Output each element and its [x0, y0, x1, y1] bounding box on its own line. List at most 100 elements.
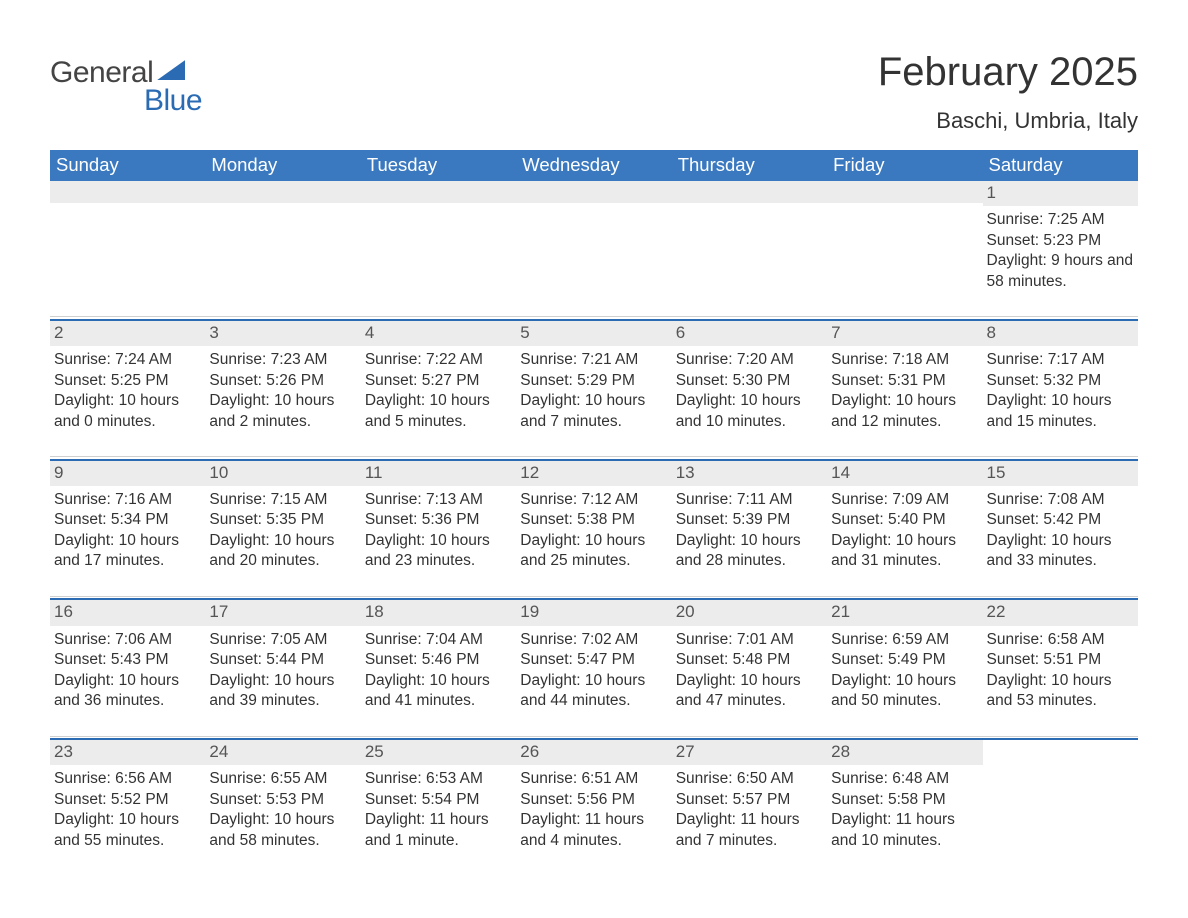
calendar-cell: 6Sunrise: 7:20 AMSunset: 5:30 PMDaylight…: [672, 320, 827, 457]
sunset-value: 5:43 PM: [111, 651, 169, 668]
sunrise-line: Sunrise: 7:24 AM: [54, 350, 201, 370]
sunset-label: Sunset:: [520, 511, 577, 528]
sunset-label: Sunset:: [831, 372, 888, 389]
logo: General Blue: [50, 58, 202, 116]
calendar-cell: 1Sunrise: 7:25 AMSunset: 5:23 PMDaylight…: [983, 181, 1138, 317]
sunrise-line: Sunrise: 7:25 AM: [987, 210, 1134, 230]
sunset-value: 5:26 PM: [266, 372, 324, 389]
day-details: Sunrise: 7:12 AMSunset: 5:38 PMDaylight:…: [520, 490, 667, 572]
day-number: 2: [50, 321, 205, 346]
sunrise-line: Sunrise: 7:23 AM: [209, 350, 356, 370]
sunrise-line: Sunrise: 6:55 AM: [209, 769, 356, 789]
daylight-label: Daylight:: [520, 811, 585, 828]
day-details: Sunrise: 7:15 AMSunset: 5:35 PMDaylight:…: [209, 490, 356, 572]
calendar-cell: 12 Sunrise: 7:12 AMSunset: 5:38 PMDayligh…: [516, 460, 671, 597]
day-number: 17: [205, 600, 360, 625]
day-number: 20: [672, 600, 827, 625]
calendar-cell: 26Sunrise: 6:51 AMSunset: 5:56 PMDayligh…: [516, 739, 671, 875]
sunrise-label: Sunrise:: [209, 631, 270, 648]
calendar-cell: 21Sunrise: 6:59 AMSunset: 5:49 PMDayligh…: [827, 599, 982, 736]
daylight-line: Daylight: 10 hours and 55 minutes.: [54, 810, 201, 851]
day-details: Sunrise: 7:04 AMSunset: 5:46 PMDaylight:…: [365, 630, 512, 712]
calendar-cell: 27Sunrise: 6:50 AMSunset: 5:57 PMDayligh…: [672, 739, 827, 875]
weekday-header: Wednesday: [516, 150, 671, 181]
daylight-label: Daylight:: [209, 672, 274, 689]
daylight-line: Daylight: 10 hours and 28 minutes.: [676, 531, 823, 572]
sunset-line: Sunset: 5:52 PM: [54, 790, 201, 810]
daylight-line: Daylight: 10 hours and 50 minutes.: [831, 671, 978, 712]
sunset-value: 5:42 PM: [1043, 511, 1101, 528]
sunset-label: Sunset:: [209, 511, 266, 528]
daylight-line: Daylight: 10 hours and 0 minutes.: [54, 391, 201, 432]
calendar-cell: 10Sunrise: 7:15 AMSunset: 5:35 PMDayligh…: [205, 460, 360, 597]
daylight-line: Daylight: 10 hours and 2 minutes.: [209, 391, 356, 432]
calendar-cell: [827, 181, 982, 317]
day-details: Sunrise: 7:23 AM Sunset: 5:26 PM Daylight:…: [209, 350, 356, 432]
weekday-header: Sunday: [50, 150, 205, 181]
calendar-cell: [516, 181, 671, 317]
daylight-line: Daylight: 10 hours and 23 minutes.: [365, 531, 512, 572]
sunset-value: 5:36 PM: [422, 511, 480, 528]
calendar-page: General Blue February 2025 Baschi, Umbri…: [0, 0, 1188, 915]
sunset-line: Sunset: 5:30 PM: [676, 371, 823, 391]
calendar-week: 16Sunrise: 7:06 AMSunset: 5:43 PMDayligh…: [50, 599, 1138, 736]
day-details: Sunrise: 7:09 AMSunset: 5:40 PMDaylight:…: [831, 490, 978, 572]
sunrise-line: Sunrise: 7:06 AM: [54, 630, 201, 650]
daylight-label: Daylight:: [209, 392, 274, 409]
sunset-value: 5:32 PM: [1043, 372, 1101, 389]
sunset-label: Sunset:: [676, 372, 733, 389]
calendar-cell: 5Sunrise: 7:21 AMSunset: 5:29 PMDaylight…: [516, 320, 671, 457]
calendar-cell: [205, 181, 360, 317]
sunrise-value: 6:48 AM: [892, 770, 949, 787]
weekday-header: Thursday: [672, 150, 827, 181]
daylight-label: Daylight:: [831, 672, 896, 689]
calendar-cell: 15Sunrise: 7:08 AMSunset: 5:42 PMDayligh…: [983, 460, 1138, 597]
sunrise-value: 7:18 AM: [892, 351, 949, 368]
sunset-value: 5:35 PM: [266, 511, 324, 528]
day-number: 12: [516, 461, 671, 486]
sunrise-line: Sunrise: 6:56 AM: [54, 769, 201, 789]
calendar-cell: 16Sunrise: 7:06 AMSunset: 5:43 PMDayligh…: [50, 599, 205, 736]
sunset-label: Sunset:: [54, 651, 111, 668]
daylight-line: Daylight: 10 hours and 17 minutes.: [54, 531, 201, 572]
daylight-label: Daylight:: [365, 392, 430, 409]
day-number: 18: [361, 600, 516, 625]
sunset-line: Sunset: 5:27 PM: [365, 371, 512, 391]
sunrise-label: Sunrise:: [520, 491, 581, 508]
sunrise-label: Sunrise:: [54, 770, 115, 787]
sunset-value: 5:27 PM: [422, 372, 480, 389]
daylight-label: Daylight:: [676, 672, 741, 689]
calendar-header: SundayMondayTuesdayWednesdayThursdayFrid…: [50, 150, 1138, 181]
sunset-value: 5:57 PM: [733, 791, 791, 808]
day-number: 13: [672, 461, 827, 486]
sunset-value: 5:34 PM: [111, 511, 169, 528]
day-details: Sunrise: 6:58 AMSunset: 5:51 PMDaylight:…: [987, 630, 1134, 712]
sunrise-value: 7:11 AM: [737, 491, 793, 508]
calendar-cell: 25Sunrise: 6:53 AMSunset: 5:54 PMDayligh…: [361, 739, 516, 875]
sunset-value: 5:47 PM: [577, 651, 635, 668]
sunrise-label: Sunrise:: [209, 491, 270, 508]
sunset-value: 5:40 PM: [888, 511, 946, 528]
calendar-cell: 9Sunrise: 7:16 AMSunset: 5:34 PMDaylight…: [50, 460, 205, 597]
logo-sail-icon: [157, 60, 185, 80]
sunset-line: Sunset: 5:31 PM: [831, 371, 978, 391]
sunrise-line: Sunrise: 7:21 AM: [520, 350, 667, 370]
sunrise-line: Sunrise: 6:59 AM: [831, 630, 978, 650]
sunset-line: Sunset: 5:56 PM: [520, 790, 667, 810]
sunset-value: 5:23 PM: [1043, 232, 1101, 249]
sunrise-line: Sunrise: 7:20 AM: [676, 350, 823, 370]
daylight-line: Daylight: 9 hours and 58 minutes.: [987, 251, 1134, 292]
calendar-cell: [672, 181, 827, 317]
sunrise-line: Sunrise: 7:13 AM: [365, 490, 512, 510]
weekday-header: Tuesday: [361, 150, 516, 181]
calendar-week: 1Sunrise: 7:25 AMSunset: 5:23 PMDaylight…: [50, 181, 1138, 317]
sunset-value: 5:51 PM: [1043, 651, 1101, 668]
calendar-cell: [50, 181, 205, 317]
day-number: 10: [205, 461, 360, 486]
sunrise-label: Sunrise:: [831, 491, 892, 508]
daylight-label: Daylight:: [54, 672, 119, 689]
day-details: Sunrise: 6:59 AMSunset: 5:49 PMDaylight:…: [831, 630, 978, 712]
sunset-label: Sunset:: [209, 372, 266, 389]
daylight-label: Daylight:: [209, 532, 274, 549]
daylight-line: Daylight: 10 hours and 41 minutes.: [365, 671, 512, 712]
